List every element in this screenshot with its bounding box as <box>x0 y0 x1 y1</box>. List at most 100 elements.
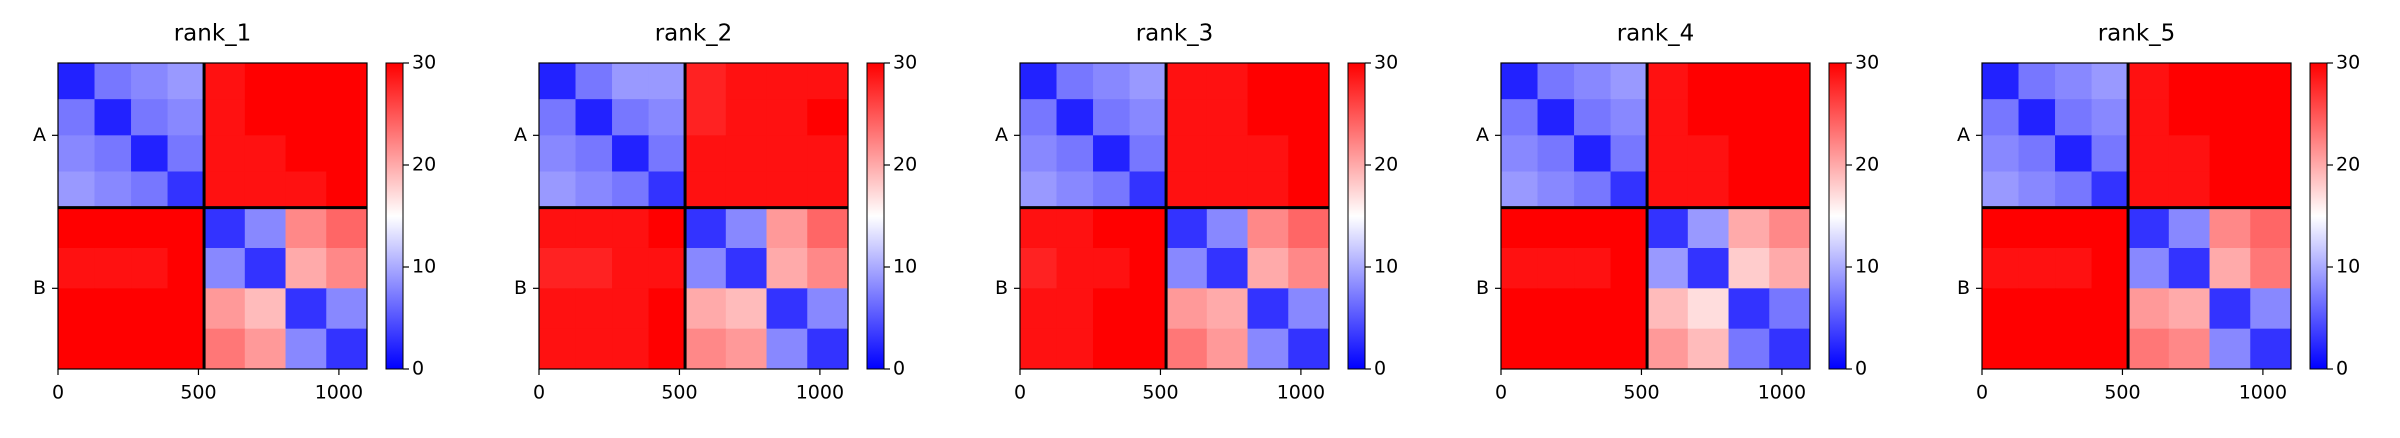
y-tick-label: A <box>1476 124 1489 146</box>
heatmap-cell <box>1129 171 1167 209</box>
heatmap-cell <box>648 328 686 370</box>
heatmap-cell <box>1288 288 1330 330</box>
heatmap-cell <box>1206 135 1249 172</box>
heatmap-cell <box>285 207 327 249</box>
x-tick-label: 500 <box>1623 382 1659 404</box>
heatmap-cell <box>1056 63 1094 100</box>
heatmap-cell <box>1056 171 1094 209</box>
heatmap-cell <box>1610 247 1648 289</box>
heatmap-cell <box>575 207 613 249</box>
plot-frame <box>57 62 368 370</box>
heatmap-cell <box>2091 247 2129 289</box>
x-tick-label: 0 <box>52 382 64 404</box>
heatmap-cell <box>1129 328 1167 370</box>
heatmap-cell <box>1020 63 1058 100</box>
heatmap-cell <box>575 171 613 209</box>
heatmap-cell <box>167 63 205 100</box>
heatmap-cell <box>1247 99 1289 136</box>
heatmap-cell <box>2209 207 2251 249</box>
heatmap-cell <box>1574 247 1612 289</box>
heatmap-cell <box>2128 247 2170 289</box>
heatmap-cell <box>612 207 650 249</box>
heatmap-cell <box>1166 63 1208 100</box>
heatmap-cell <box>539 63 577 100</box>
heatmap-cell <box>2055 99 2093 136</box>
heatmap-cell <box>725 171 768 209</box>
heatmap-cell <box>1166 288 1208 330</box>
heatmap-cell <box>1574 99 1612 136</box>
heatmap-cell <box>2128 328 2170 370</box>
panel-title: rank_4 <box>1617 21 1695 47</box>
heatmap-cell <box>285 135 327 172</box>
heatmap-cell <box>1056 288 1094 330</box>
colorbar-tick-label: 20 <box>893 154 917 176</box>
heatmap-cell <box>612 63 650 100</box>
heatmap-cell <box>1206 288 1249 330</box>
heatmap-cell <box>2209 135 2251 172</box>
heatmap-cell <box>648 288 686 330</box>
plot-frame <box>538 62 849 370</box>
heatmap-cell <box>725 288 768 330</box>
heatmap-cell <box>1247 328 1289 370</box>
heatmap-cell <box>807 135 849 172</box>
heatmap-cell <box>575 135 613 172</box>
heatmap-cell <box>2250 63 2292 100</box>
heatmap-cell <box>1610 171 1648 209</box>
heatmap-cell <box>2168 207 2211 249</box>
heatmap-cell <box>1982 63 2020 100</box>
heatmap-cell <box>1647 99 1689 136</box>
heatmap-cell <box>58 99 96 136</box>
heatmap-cell <box>204 328 246 370</box>
heatmap-cell <box>1982 99 2020 136</box>
heatmap-cell <box>2209 171 2251 209</box>
heatmap-cell <box>807 247 849 289</box>
colorbar-tick-label: 30 <box>2336 52 2360 74</box>
heatmap-cell <box>725 247 768 289</box>
heatmap-cell <box>1982 171 2020 209</box>
y-tick-label: A <box>1957 124 1970 146</box>
heatmap-cell <box>1769 99 1811 136</box>
heatmap-cell <box>285 328 327 370</box>
heatmap-cell <box>244 288 287 330</box>
heatmap-cell <box>1769 63 1811 100</box>
heatmap-cell <box>131 63 169 100</box>
heatmap-cell <box>2250 171 2292 209</box>
heatmap-cell <box>685 328 727 370</box>
plot-frame <box>1019 62 1330 370</box>
heatmap-cell <box>1288 328 1330 370</box>
heatmap-cell <box>1769 328 1811 370</box>
heatmap-cell <box>685 247 727 289</box>
heatmap-cell <box>2018 99 2056 136</box>
heatmap-cell <box>1288 207 1330 249</box>
heatmap-cell <box>1537 99 1575 136</box>
heatmap-cell <box>94 99 132 136</box>
panel-title: rank_1 <box>174 21 252 47</box>
heatmap-cell <box>131 328 169 370</box>
heatmap-cell <box>725 207 768 249</box>
x-tick-label: 0 <box>533 382 545 404</box>
heatmap-cell <box>94 207 132 249</box>
heatmap-cell <box>2091 63 2129 100</box>
colorbar-tick-label: 0 <box>1374 358 1386 380</box>
heatmap-cell <box>285 288 327 330</box>
heatmap-cell <box>94 171 132 209</box>
heatmap-cell <box>1728 207 1770 249</box>
heatmap-cell <box>326 207 368 249</box>
heatmap-cell <box>1020 171 1058 209</box>
heatmap-cell <box>1501 171 1539 209</box>
heatmap-cell <box>1610 99 1648 136</box>
heatmap-cell <box>1501 328 1539 370</box>
heatmap-cell <box>1501 207 1539 249</box>
heatmap-cell <box>1206 207 1249 249</box>
heatmap-cell <box>285 171 327 209</box>
heatmap-cell <box>1056 99 1094 136</box>
heatmap-cell <box>1647 171 1689 209</box>
heatmap-cell <box>539 207 577 249</box>
heatmap-cell <box>131 207 169 249</box>
heatmap-cell <box>1728 288 1770 330</box>
heatmap-cell <box>1206 247 1249 289</box>
heatmap-cell <box>1093 288 1131 330</box>
heatmap-cell <box>612 135 650 172</box>
heatmap-cell <box>1610 135 1648 172</box>
heatmap-cell <box>94 288 132 330</box>
